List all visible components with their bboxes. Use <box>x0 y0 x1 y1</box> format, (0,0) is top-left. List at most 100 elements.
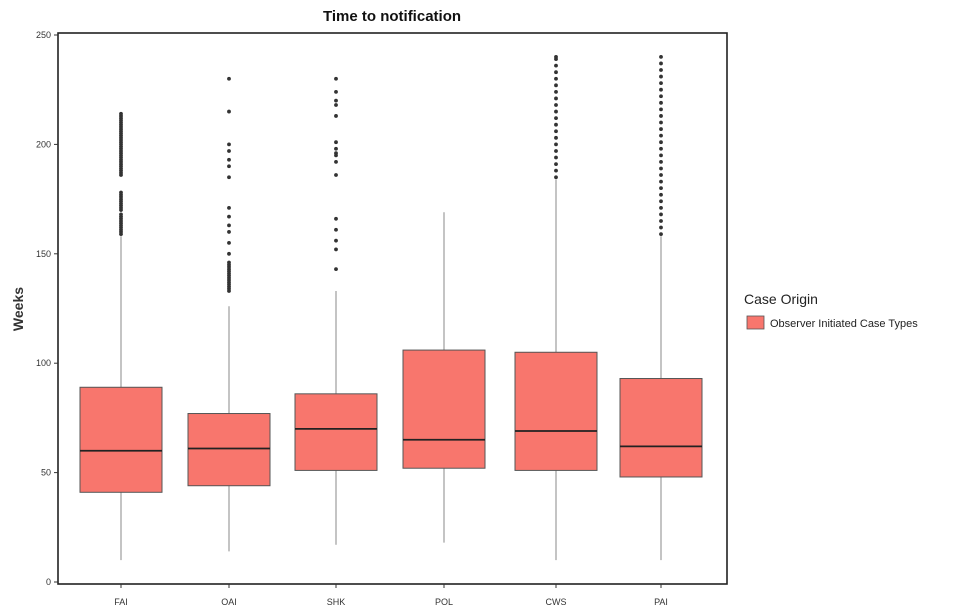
outlier-point <box>334 89 338 94</box>
box-body <box>294 393 378 471</box>
outlier-point <box>227 164 231 169</box>
x-tick-label: SHK <box>327 597 346 607</box>
outlier-point <box>659 186 663 191</box>
outlier-point <box>227 214 231 219</box>
y-tick-label: 150 <box>36 249 51 259</box>
x-tick-label: PAI <box>654 597 668 607</box>
outlier-point <box>227 109 231 114</box>
x-tick-label: POL <box>435 597 453 607</box>
legend-label: Observer Initiated Case Types <box>770 318 918 330</box>
outlier-point <box>659 192 663 197</box>
outlier-point <box>334 103 338 107</box>
outlier-point <box>554 149 558 153</box>
outlier-point <box>659 179 663 184</box>
outlier-point <box>554 135 558 140</box>
outlier-point <box>659 114 663 118</box>
outlier-point <box>227 240 231 245</box>
outlier-point <box>227 260 231 265</box>
box-cws <box>514 54 598 561</box>
outlier-point <box>554 175 558 180</box>
y-tick-label: 200 <box>36 139 51 149</box>
outlier-point <box>334 238 338 243</box>
outlier-point <box>659 140 663 145</box>
outlier-point <box>659 94 663 99</box>
outlier-point <box>659 81 663 86</box>
outlier-point <box>659 160 663 164</box>
outlier-point <box>659 212 663 217</box>
outlier-point <box>659 120 663 125</box>
box-fai <box>79 111 163 561</box>
outlier-point <box>659 74 663 79</box>
box-body <box>402 349 486 469</box>
outlier-point <box>334 173 338 177</box>
outlier-point <box>659 100 663 105</box>
x-axis: FAI OAI SHK POL CWS PAI <box>114 584 668 607</box>
box-shk <box>294 76 378 545</box>
x-tick-label: OAI <box>221 597 237 607</box>
outlier-point <box>554 70 558 75</box>
outlier-point <box>227 149 231 153</box>
outlier-point <box>554 89 558 94</box>
outlier-point <box>334 247 338 252</box>
y-tick-label: 0 <box>46 577 51 587</box>
outlier-point <box>659 166 663 171</box>
outlier-point <box>334 114 338 118</box>
outlier-point <box>554 142 558 147</box>
outlier-point <box>659 153 663 158</box>
outlier-point <box>119 111 123 116</box>
outlier-point <box>554 116 558 121</box>
outlier-point <box>334 146 338 151</box>
box-body <box>79 386 163 493</box>
outlier-point <box>334 227 338 232</box>
outlier-point <box>554 103 558 107</box>
outlier-point <box>119 212 123 217</box>
y-tick-label: 100 <box>36 358 51 368</box>
outlier-point <box>554 155 558 160</box>
legend-swatch <box>746 315 765 330</box>
outlier-point <box>659 54 663 59</box>
outlier-point <box>227 175 231 180</box>
chart-title: Time to notification <box>323 8 461 25</box>
outlier-point <box>554 63 558 68</box>
outlier-point <box>659 107 663 112</box>
outlier-point <box>334 267 338 272</box>
outlier-point <box>659 68 663 72</box>
outlier-point <box>554 76 558 81</box>
legend-title: Case Origin <box>744 291 818 307</box>
legend: Case Origin Observer Initiated Case Type… <box>744 291 918 330</box>
outlier-point <box>659 205 663 210</box>
outlier-point <box>659 173 663 177</box>
y-tick-label: 50 <box>41 468 51 478</box>
outlier-point <box>227 142 231 147</box>
box-pol <box>402 212 486 543</box>
outlier-point <box>659 61 663 66</box>
outlier-point <box>659 232 663 237</box>
plot-panel <box>57 32 728 585</box>
outlier-point <box>659 219 663 223</box>
outlier-point <box>659 199 663 204</box>
box-body <box>514 351 598 471</box>
outlier-point <box>554 122 558 127</box>
box-series <box>79 54 703 561</box>
outlier-point <box>227 157 231 162</box>
box-pai <box>619 54 703 561</box>
outlier-point <box>334 160 338 164</box>
outlier-point <box>227 76 231 81</box>
x-tick-label: FAI <box>114 597 128 607</box>
outlier-point <box>334 140 338 145</box>
outlier-point <box>227 251 231 256</box>
outlier-point <box>659 127 663 131</box>
outlier-point <box>554 83 558 88</box>
outlier-point <box>554 109 558 114</box>
y-axis: 0 50 100 150 200 250 <box>36 30 58 587</box>
box-body <box>187 413 271 487</box>
box-body <box>619 378 703 478</box>
outlier-point <box>119 190 123 195</box>
outlier-point <box>659 225 663 230</box>
outlier-point <box>334 76 338 81</box>
outlier-point <box>227 223 231 228</box>
y-tick-label: 250 <box>36 30 51 40</box>
outlier-point <box>659 146 663 151</box>
x-tick-label: CWS <box>546 597 567 607</box>
